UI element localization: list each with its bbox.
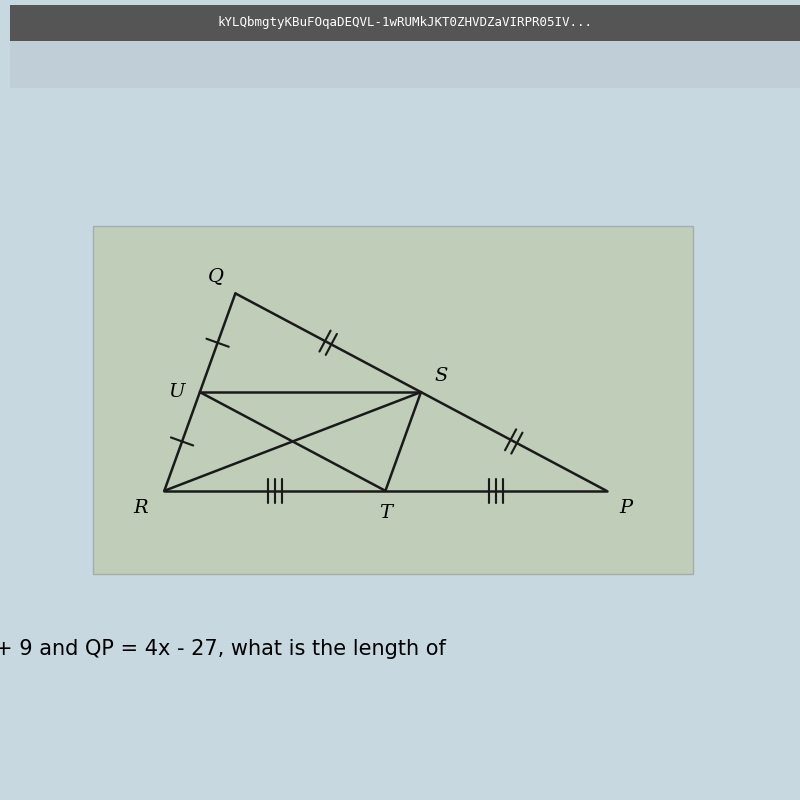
Text: R: R: [134, 499, 148, 517]
FancyBboxPatch shape: [10, 5, 800, 41]
Text: P: P: [620, 499, 633, 517]
Text: Q: Q: [208, 267, 224, 285]
FancyBboxPatch shape: [94, 226, 694, 574]
Text: kYLQbmgtyKBuFOqaDEQVL-1wRUMkJKT0ZHVDZaVIRPR05IV...: kYLQbmgtyKBuFOqaDEQVL-1wRUMkJKT0ZHVDZaVI…: [218, 17, 593, 30]
Text: T: T: [379, 504, 392, 522]
Text: + 9 and QP = 4x - 27, what is the length of: + 9 and QP = 4x - 27, what is the length…: [0, 638, 446, 658]
Text: S: S: [434, 367, 447, 386]
Text: U: U: [168, 383, 184, 401]
FancyBboxPatch shape: [94, 226, 694, 574]
FancyBboxPatch shape: [10, 41, 800, 88]
